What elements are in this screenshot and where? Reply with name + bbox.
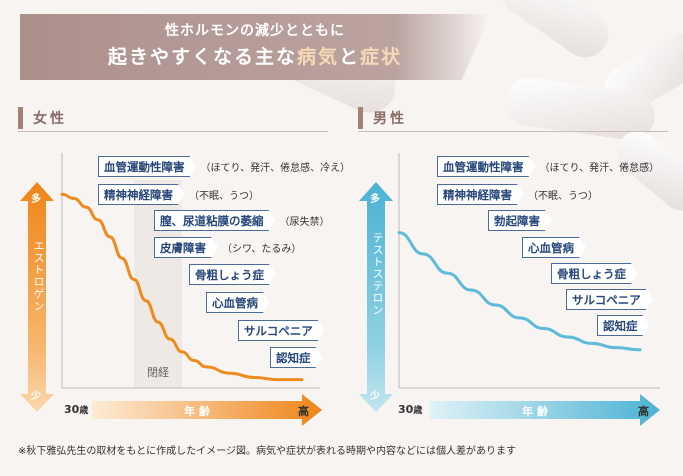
condition-name: 精神神経障害 [437,184,524,205]
female-age-label: 年齢 [184,405,214,418]
female-high-label: 多 [31,194,41,205]
female-hormone-label: エストロゲン [32,240,45,312]
male-low-label: 少 [370,391,380,402]
condition-note: （不眠、うつ） [528,191,598,202]
male-hormone-axis-arrow [359,182,393,412]
male-age-end: 高 [638,405,649,418]
male-condition-tag: 心血管病 [522,237,586,258]
condition-name: 骨粗しょう症 [189,264,276,285]
section-male-divider [358,131,668,132]
male-hormone-label: テストステロン [371,232,384,316]
footnote: ※秋下雅弘先生の取材をもとに作成したイメージ図。病気や症状が表れる時期や内容など… [18,446,516,457]
section-female-heading: 女性 [18,104,67,132]
female-condition-tag: 皮膚障害 （シワ、たるみ） [154,237,301,258]
condition-name: 精神神経障害 [98,184,185,205]
condition-note: （ほてり、発汗、倦怠感） [539,163,660,174]
female-age-end: 高 [298,405,309,418]
female-condition-tag: 血管運動性障害 （ほてり、発汗、倦怠感、冷え） [98,156,350,177]
female-age-start: 30歳 [64,403,89,416]
female-condition-tag: 心血管病 [206,292,270,313]
condition-name: 血管運動性障害 [98,156,197,177]
male-high-label: 多 [370,194,380,205]
condition-note: （尿失禁） [279,217,330,228]
female-hormone-axis-arrow [20,182,54,412]
male-condition-tag: サルコペニア [566,289,653,310]
condition-name: 皮膚障害 [154,237,218,258]
male-testosterone-curve [397,231,642,352]
condition-note: （シワ、たるみ） [222,244,302,255]
condition-name: 心血管病 [206,292,270,313]
condition-note: （ほてり、発汗、倦怠感、冷え） [200,163,351,174]
condition-name: 膣、尿道粘膜の萎縮 [154,210,276,231]
male-condition-tag: 血管運動性障害 （ほてり、発汗、倦怠感） [437,156,659,177]
condition-name: サルコペニア [238,320,325,341]
female-condition-tag: 骨粗しょう症 [189,264,276,285]
male-condition-tag: 骨粗しょう症 [551,263,638,284]
section-female-divider [18,131,328,132]
condition-name: 勃起障害 [488,210,552,231]
title-line-1: 性ホルモンの減少とともに [165,23,345,39]
female-condition-tag: 認知症 [270,347,323,368]
title-banner [20,14,490,80]
section-male-heading: 男性 [358,104,407,132]
male-age-label: 年齢 [522,405,552,418]
title-highlight-disease: 病気 [296,46,339,68]
condition-name: 血管運動性障害 [437,156,536,177]
condition-note: （不眠、うつ） [189,191,259,202]
condition-name: サルコペニア [566,289,653,310]
condition-name: 認知症 [270,347,323,368]
title-highlight-symptom: 症状 [360,46,403,68]
title-line-2: 起きやすくなる主な病気と症状 [107,46,403,68]
female-condition-tag: サルコペニア [238,320,325,341]
male-condition-tag: 精神神経障害 （不眠、うつ） [437,184,598,205]
male-condition-tag: 勃起障害 [488,210,552,231]
male-age-start: 30歳 [398,403,423,416]
menopause-label: 閉経 [147,366,169,379]
female-age-axis-arrow [92,394,322,426]
condition-name: 認知症 [597,315,650,336]
condition-name: 心血管病 [522,237,586,258]
male-condition-tag: 認知症 [597,315,650,336]
female-low-label: 少 [31,391,41,402]
male-age-axis-arrow [430,394,660,426]
female-condition-tag: 膣、尿道粘膜の萎縮 （尿失禁） [154,210,330,231]
female-condition-tag: 精神神経障害 （不眠、うつ） [98,184,259,205]
female-estrogen-curve [60,192,304,382]
condition-name: 骨粗しょう症 [551,263,638,284]
